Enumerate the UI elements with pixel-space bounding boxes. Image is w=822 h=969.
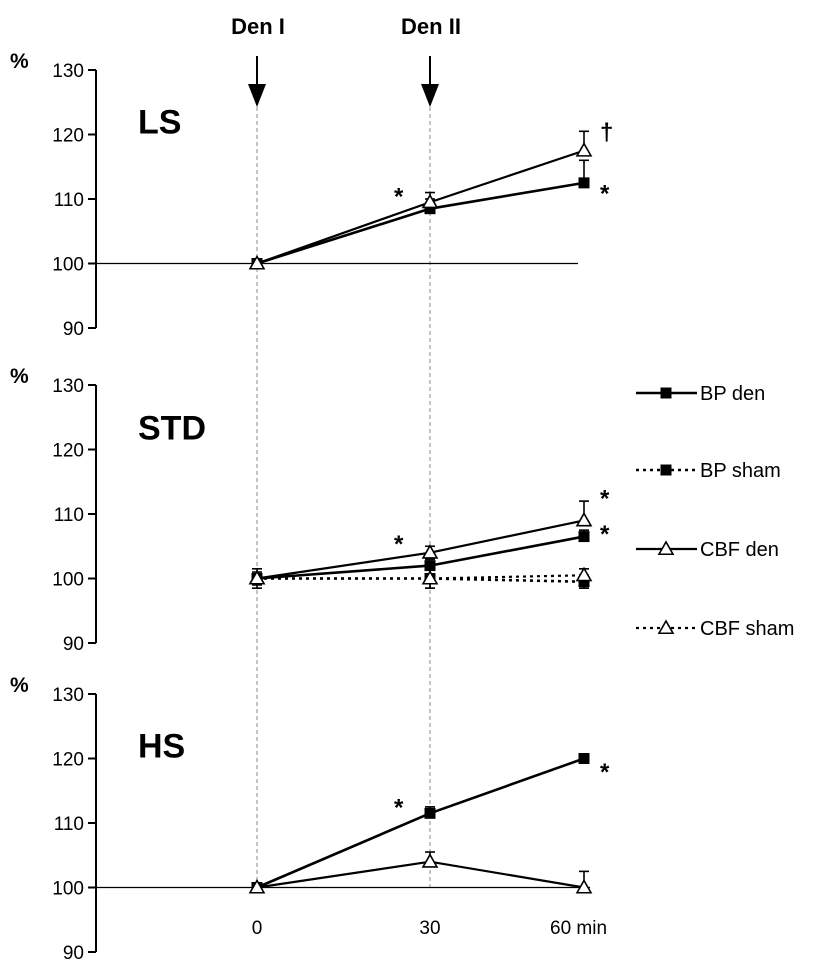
y-tick-label: 110 <box>54 814 84 835</box>
series-line <box>256 757 585 889</box>
event-arrow-head <box>248 84 266 107</box>
series-cbf-den <box>248 851 593 894</box>
data-point <box>424 560 436 572</box>
significance-mark: * <box>600 486 610 513</box>
y-unit-label: % <box>10 674 29 697</box>
data-point <box>575 878 593 894</box>
series-bp-den <box>251 753 590 893</box>
legend-marker <box>657 540 675 556</box>
event-den-i: Den I <box>231 14 285 888</box>
y-unit-label: % <box>10 50 29 73</box>
y-tick-label: 110 <box>54 190 84 211</box>
y-tick-label: 100 <box>52 255 84 276</box>
legend-label: BP sham <box>700 460 781 482</box>
y-tick-label: 120 <box>52 750 84 771</box>
legend-label: CBF den <box>700 539 779 561</box>
data-point <box>578 177 590 189</box>
series-line <box>257 574 585 580</box>
y-tick-label: 130 <box>52 376 84 397</box>
data-point <box>575 142 593 157</box>
panel-std: 90 100 110 120 130% STD * * * <box>10 365 610 655</box>
panel-title: LS <box>138 104 181 142</box>
significance-mark: * <box>394 795 404 822</box>
data-point <box>421 544 439 559</box>
y-unit-label: % <box>10 365 29 388</box>
panel-title: HS <box>138 728 185 766</box>
legend-item-bp-den: BP den <box>636 383 765 405</box>
data-point <box>248 254 266 270</box>
legend-item-cbf-sham: CBF sham <box>636 618 794 640</box>
panels: 90 100 110 120 130% LS * † * 90 100 110 120 130% STD * *… <box>10 50 613 964</box>
series-line <box>256 519 585 580</box>
data-point <box>424 203 436 215</box>
legend-marker <box>657 619 675 635</box>
legend-item-bp-sham: BP sham <box>636 460 781 482</box>
x-tick-label: 30 <box>419 918 440 939</box>
significance-mark: * <box>600 180 610 207</box>
legend-label: BP den <box>700 383 765 405</box>
series-cbf-den <box>248 130 593 270</box>
data-point <box>248 569 266 585</box>
significance-mark: * <box>600 759 610 786</box>
data-point <box>578 531 590 543</box>
event-arrow-head <box>421 84 439 107</box>
y-tick-label: 120 <box>52 126 84 147</box>
data-point <box>424 807 436 819</box>
y-tick-label: 90 <box>63 634 84 655</box>
panel-title: STD <box>138 410 206 448</box>
x-tick-label: 60 min <box>550 918 607 939</box>
legend: BP den BP sham CBF den CBF sham <box>636 383 794 640</box>
event-markers: Den I Den II <box>231 14 461 888</box>
series-line <box>256 149 585 265</box>
x-tick-label: 0 <box>252 918 263 939</box>
data-point <box>575 511 593 527</box>
legend-marker <box>660 464 672 476</box>
data-point <box>575 566 593 582</box>
y-tick-label: 110 <box>54 505 84 526</box>
legend-label: CBF sham <box>700 618 794 640</box>
data-point <box>578 753 590 764</box>
significance-mark: * <box>394 531 404 558</box>
significance-mark: † <box>600 119 613 146</box>
y-tick-label: 90 <box>63 319 84 340</box>
data-point <box>248 878 266 894</box>
series-bp-den <box>251 159 590 269</box>
significance-mark: * <box>600 521 610 548</box>
data-point <box>421 569 439 585</box>
panel-hs: 90 100 110 120 130% HS * * <box>10 674 610 964</box>
y-tick-label: 130 <box>52 685 84 706</box>
significance-mark: * <box>394 184 404 211</box>
y-tick-label: 120 <box>52 441 84 462</box>
event-label: Den I <box>231 14 285 39</box>
y-tick-label: 130 <box>52 61 84 82</box>
y-tick-label: 100 <box>52 879 84 900</box>
x-axis: 0 30 60 min <box>252 918 607 939</box>
legend-item-cbf-den: CBF den <box>636 539 779 561</box>
event-label: Den II <box>401 14 461 39</box>
data-point <box>421 853 439 868</box>
panel-ls: 90 100 110 120 130% LS * † * <box>10 50 613 340</box>
y-tick-label: 90 <box>63 943 84 964</box>
y-tick-label: 100 <box>52 570 84 591</box>
series-line <box>256 181 585 265</box>
legend-marker <box>660 387 672 399</box>
series-cbf-sham <box>248 566 593 589</box>
event-den-ii: Den II <box>401 14 461 888</box>
data-point <box>421 193 439 209</box>
